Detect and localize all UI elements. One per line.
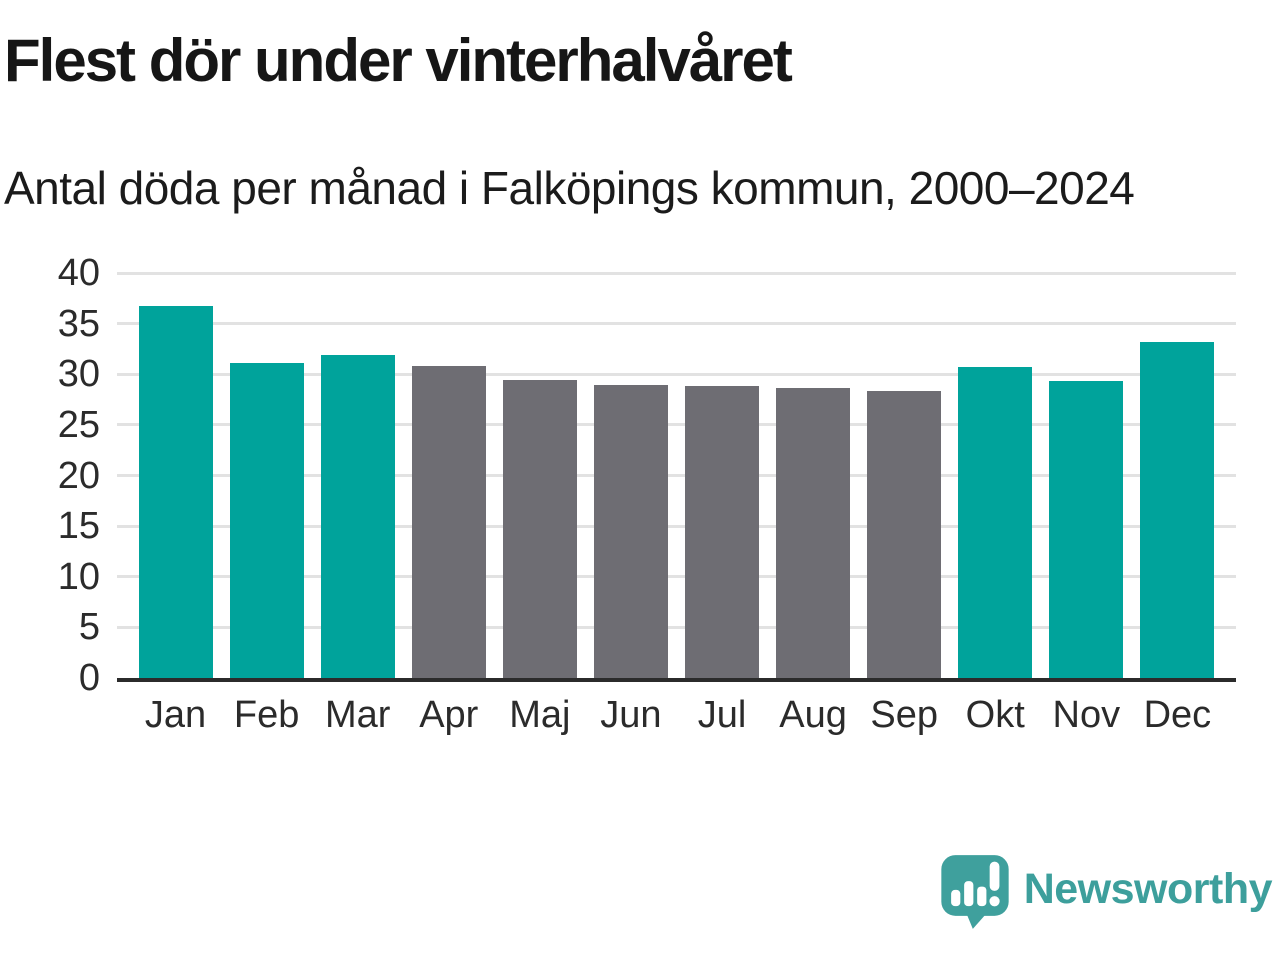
bar-sep bbox=[867, 391, 942, 678]
x-axis-tick-label: Maj bbox=[509, 694, 571, 736]
bar-slot-sep bbox=[859, 391, 950, 678]
bar-slot-jul bbox=[676, 386, 767, 678]
gridline bbox=[117, 271, 1236, 275]
bar-nov bbox=[1049, 381, 1124, 678]
bar-dec bbox=[1140, 341, 1215, 678]
x-axis-tick-label: Sep bbox=[870, 694, 938, 736]
bar-aug bbox=[776, 388, 851, 678]
bar-jun bbox=[593, 385, 668, 678]
x-axis-tick-label: Feb bbox=[233, 694, 300, 736]
bar-mar bbox=[320, 355, 395, 678]
bar-slot-nov bbox=[1041, 381, 1132, 678]
bar-slot-feb bbox=[221, 363, 312, 678]
y-axis-tick-label: 40 bbox=[57, 252, 100, 294]
chart-title: Flest dör under vinterhalvåret bbox=[4, 27, 793, 94]
bar-slot-apr bbox=[403, 366, 494, 678]
x-axis-tick-label: Okt bbox=[965, 694, 1025, 736]
gridline bbox=[117, 625, 1236, 629]
x-axis: Jan Feb Mar Apr Maj Jun Jul Aug Sep Okt Nov Dec bbox=[117, 692, 1236, 740]
gridline bbox=[117, 372, 1236, 376]
y-axis-tick-label: 0 bbox=[78, 657, 100, 699]
bar-maj bbox=[502, 380, 577, 678]
bars-container bbox=[117, 273, 1236, 678]
gridline bbox=[117, 474, 1236, 477]
x-axis-tick-label: Aug bbox=[779, 694, 847, 736]
bar-jul bbox=[685, 386, 759, 678]
x-axis-tick-label: Jul bbox=[697, 694, 747, 736]
bar-okt bbox=[958, 367, 1033, 678]
y-axis-tick-label: 25 bbox=[57, 403, 100, 446]
x-axis-tick-label: Apr bbox=[419, 694, 479, 736]
y-axis-tick-label: 20 bbox=[57, 454, 100, 497]
y-axis-tick-label: 30 bbox=[57, 353, 100, 396]
bar-slot-mar bbox=[312, 355, 403, 678]
bar-jan bbox=[138, 306, 213, 678]
bar-slot-jan bbox=[130, 306, 221, 678]
bar-slot-maj bbox=[494, 380, 585, 678]
y-axis-tick-label: 15 bbox=[57, 505, 100, 548]
bar-slot-dec bbox=[1132, 341, 1223, 678]
bar-feb bbox=[229, 363, 304, 678]
newsworthy-logo-icon bbox=[941, 855, 1009, 929]
newsworthy-logo-text: Newsworthy bbox=[1023, 864, 1273, 913]
bar-slot-jun bbox=[585, 385, 676, 678]
chart-subtitle: Antal döda per månad i Falköpings kommun… bbox=[4, 162, 1135, 214]
bar-slot-okt bbox=[950, 367, 1041, 678]
x-axis-tick-label: Nov bbox=[1052, 694, 1121, 736]
y-axis-tick-label: 10 bbox=[57, 555, 100, 598]
gridline bbox=[117, 423, 1236, 427]
x-axis-tick-label: Mar bbox=[324, 694, 391, 736]
bar-apr bbox=[411, 366, 486, 678]
y-axis: 0 5 10 15 20 25 30 35 40 bbox=[0, 254, 100, 697]
x-axis-tick-label: Jan bbox=[144, 694, 207, 736]
y-axis-tick-label: 5 bbox=[78, 606, 100, 649]
newsworthy-logo: Newsworthy bbox=[940, 854, 1273, 930]
gridline bbox=[117, 524, 1236, 528]
gridline bbox=[117, 575, 1236, 579]
y-axis-tick-label: 35 bbox=[57, 302, 100, 345]
gridline bbox=[117, 322, 1236, 326]
plot-area bbox=[117, 271, 1236, 682]
bar-slot-aug bbox=[768, 388, 859, 678]
x-axis-tick-label: Jun bbox=[600, 694, 662, 736]
x-axis-tick-label: Dec bbox=[1143, 694, 1212, 736]
